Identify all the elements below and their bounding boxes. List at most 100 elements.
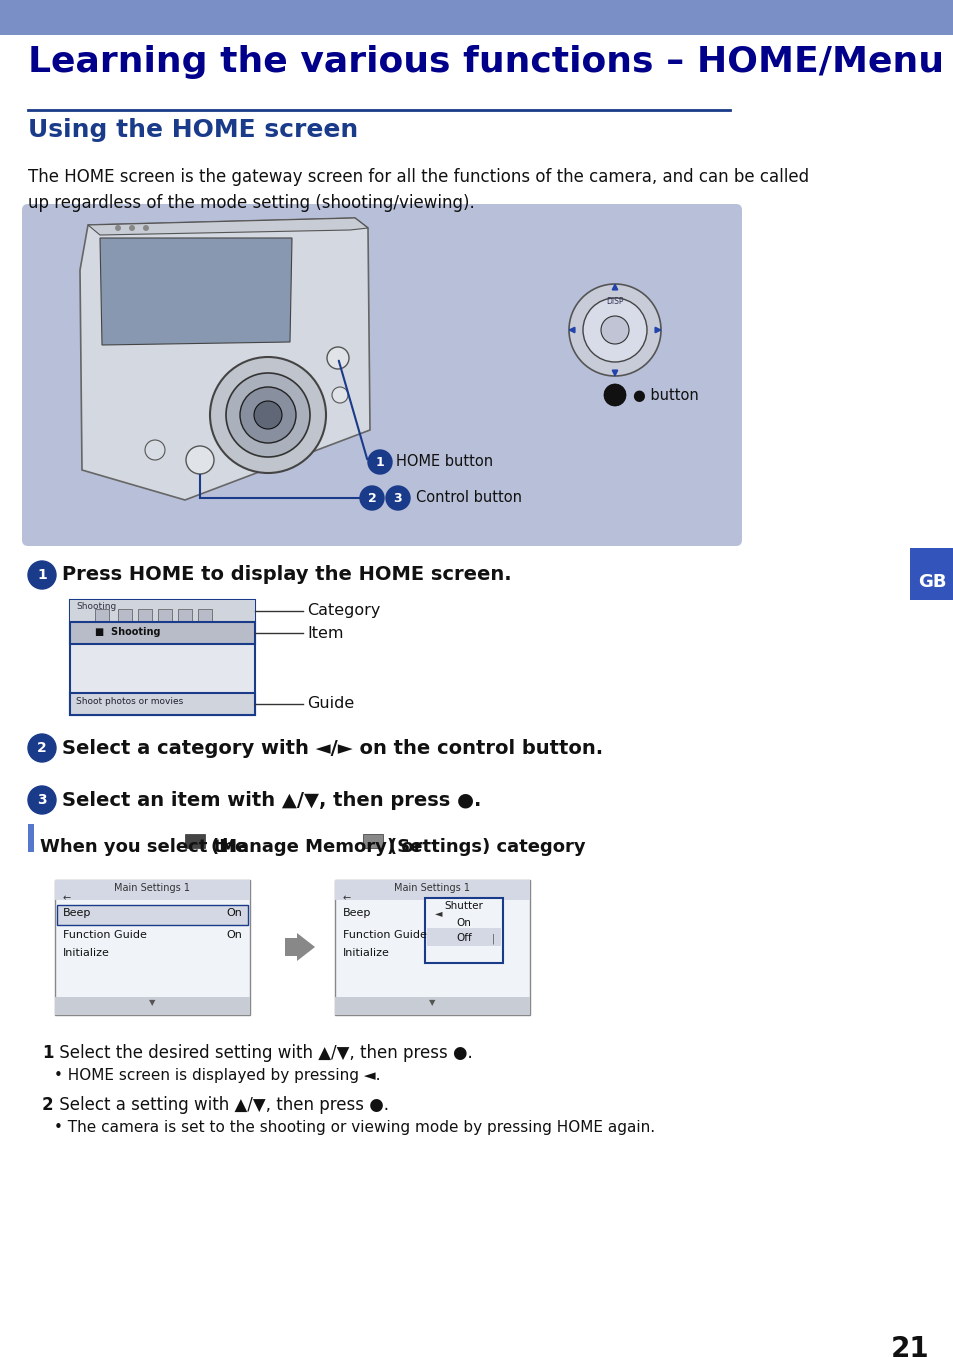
Text: Initialize: Initialize [343, 949, 390, 958]
Text: Category: Category [307, 604, 380, 619]
Circle shape [568, 284, 660, 376]
Text: Item: Item [307, 626, 343, 641]
Text: 3: 3 [394, 491, 402, 505]
Circle shape [368, 451, 392, 474]
Circle shape [28, 560, 56, 589]
Circle shape [359, 486, 384, 510]
Text: 2: 2 [42, 1096, 53, 1114]
Bar [158, 609, 172, 622]
Bar [70, 600, 254, 622]
Circle shape [327, 347, 349, 369]
Bar [55, 879, 250, 900]
Text: 2: 2 [37, 741, 47, 754]
Text: Beep: Beep [63, 908, 91, 917]
Text: ←: ← [63, 893, 71, 902]
Text: 2: 2 [367, 491, 376, 505]
Circle shape [600, 316, 628, 345]
Text: Function Guide: Function Guide [63, 930, 147, 940]
Circle shape [253, 402, 282, 429]
Text: ▼: ▼ [149, 997, 155, 1007]
Circle shape [143, 225, 149, 231]
Polygon shape [80, 218, 370, 499]
FancyArrow shape [285, 934, 314, 961]
Polygon shape [100, 237, 292, 345]
Text: Off: Off [456, 934, 472, 943]
Polygon shape [88, 218, 368, 235]
FancyBboxPatch shape [22, 204, 741, 546]
Text: On: On [226, 930, 242, 940]
Text: 1: 1 [375, 456, 384, 468]
Bar [335, 997, 530, 1015]
Bar [28, 824, 34, 852]
Text: Shooting: Shooting [76, 603, 116, 611]
Circle shape [210, 357, 326, 474]
Text: 21: 21 [890, 1335, 928, 1357]
Text: Shutter: Shutter [444, 901, 483, 911]
Text: ● button: ● button [633, 388, 698, 403]
Bar [185, 835, 205, 848]
Text: Main Settings 1: Main Settings 1 [395, 883, 470, 893]
Text: (Manage Memory) or: (Manage Memory) or [211, 839, 422, 856]
Bar [70, 622, 254, 645]
Bar [55, 997, 250, 1015]
Text: Function Guide: Function Guide [343, 930, 426, 940]
Bar [70, 693, 254, 715]
Text: The HOME screen is the gateway screen for all the functions of the camera, and c: The HOME screen is the gateway screen fo… [28, 168, 808, 213]
Text: 1: 1 [37, 569, 47, 582]
Circle shape [240, 387, 295, 442]
Circle shape [129, 225, 135, 231]
Bar [95, 609, 109, 622]
Text: Using the HOME screen: Using the HOME screen [28, 118, 358, 142]
Circle shape [145, 440, 165, 460]
Circle shape [115, 225, 121, 231]
Bar [909, 548, 953, 600]
Text: Guide: Guide [307, 696, 354, 711]
Circle shape [603, 384, 625, 406]
Text: On: On [226, 908, 242, 917]
Bar [427, 928, 500, 946]
Circle shape [186, 446, 213, 474]
Text: Control button: Control button [416, 490, 521, 506]
Circle shape [226, 373, 310, 457]
Circle shape [332, 387, 348, 403]
Text: Initialize: Initialize [63, 949, 110, 958]
Text: Beep: Beep [343, 908, 371, 917]
Text: Select a setting with ▲/▼, then press ●.: Select a setting with ▲/▼, then press ●. [54, 1096, 389, 1114]
Text: ▼: ▼ [429, 997, 436, 1007]
Text: Shoot photos or movies: Shoot photos or movies [76, 697, 183, 706]
Text: 1: 1 [42, 1044, 53, 1063]
Text: Select an item with ▲/▼, then press ●.: Select an item with ▲/▼, then press ●. [62, 791, 481, 810]
Text: |: | [491, 934, 494, 943]
Circle shape [386, 486, 410, 510]
Circle shape [28, 734, 56, 763]
Text: Select a category with ◄/► on the control button.: Select a category with ◄/► on the contro… [62, 738, 602, 757]
Bar [70, 600, 254, 715]
Text: When you select the: When you select the [40, 839, 247, 856]
Text: On: On [456, 917, 471, 928]
Text: ←: ← [343, 893, 351, 902]
Bar [0, 0, 953, 35]
Bar [57, 905, 248, 925]
Text: • The camera is set to the shooting or viewing mode by pressing HOME again.: • The camera is set to the shooting or v… [54, 1120, 655, 1134]
Bar [335, 879, 530, 900]
Bar [178, 609, 192, 622]
Text: ■  Shooting: ■ Shooting [95, 627, 160, 636]
Text: HOME button: HOME button [395, 455, 493, 470]
Bar [424, 898, 502, 963]
Text: Learning the various functions – HOME/Menu: Learning the various functions – HOME/Me… [28, 45, 943, 79]
Bar [55, 879, 250, 1015]
Bar [118, 609, 132, 622]
Text: (Settings) category: (Settings) category [389, 839, 585, 856]
Bar [363, 835, 382, 848]
Bar [138, 609, 152, 622]
Bar [198, 609, 212, 622]
Text: Select the desired setting with ▲/▼, then press ●.: Select the desired setting with ▲/▼, the… [54, 1044, 473, 1063]
Text: ◄: ◄ [435, 908, 442, 917]
Text: Press HOME to display the HOME screen.: Press HOME to display the HOME screen. [62, 566, 511, 585]
Text: DISP: DISP [605, 297, 623, 307]
Bar [335, 879, 530, 1015]
Circle shape [28, 786, 56, 814]
Text: Main Settings 1: Main Settings 1 [114, 883, 191, 893]
Text: GB: GB [917, 573, 945, 592]
Text: 3: 3 [37, 792, 47, 807]
